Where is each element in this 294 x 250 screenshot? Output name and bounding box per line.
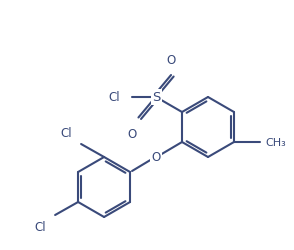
Text: CH₃: CH₃: [265, 138, 286, 147]
Text: O: O: [151, 151, 161, 164]
Text: O: O: [166, 54, 176, 67]
Text: Cl: Cl: [108, 91, 120, 104]
Text: O: O: [128, 128, 137, 140]
Text: S: S: [152, 91, 160, 104]
Text: Cl: Cl: [61, 126, 72, 140]
Text: Cl: Cl: [34, 220, 46, 233]
